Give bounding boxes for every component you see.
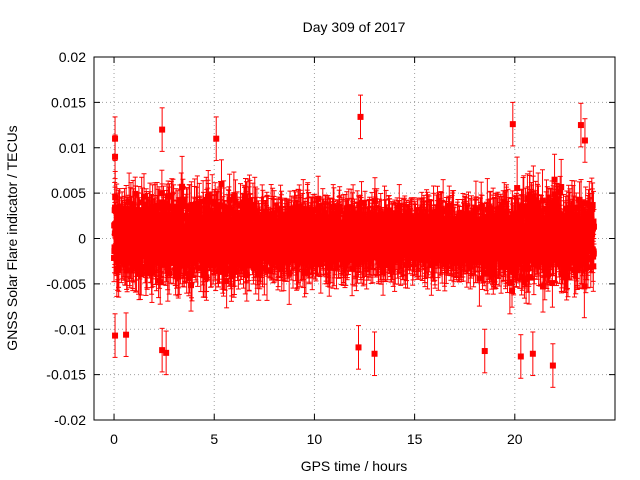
data-point — [246, 259, 253, 266]
data-point — [205, 252, 212, 259]
data-point — [144, 269, 151, 276]
data-point — [112, 194, 119, 201]
data-point — [247, 213, 254, 220]
data-point — [254, 256, 261, 263]
data-point — [218, 255, 225, 262]
data-point — [249, 206, 256, 213]
data-point — [123, 205, 130, 212]
data-point — [185, 275, 192, 282]
data-point — [218, 180, 225, 187]
data-point — [120, 252, 127, 259]
data-point — [251, 201, 258, 208]
data-point — [166, 270, 173, 277]
data-point — [200, 270, 207, 277]
data-point — [230, 193, 237, 200]
data-point — [245, 226, 252, 233]
data-point — [118, 257, 125, 264]
data-point — [157, 279, 164, 286]
data-point — [213, 205, 220, 212]
data-point — [122, 261, 129, 268]
data-point — [287, 205, 294, 212]
data-point — [156, 204, 163, 211]
data-point — [179, 196, 186, 203]
data-point — [208, 262, 215, 269]
data-point — [237, 262, 244, 269]
chart-title: Day 309 of 2017 — [303, 19, 406, 35]
data-point — [163, 200, 170, 207]
data-point — [315, 195, 322, 202]
data-point — [252, 209, 259, 216]
data-point — [226, 196, 233, 203]
data-point — [220, 266, 227, 273]
data-series — [111, 94, 597, 388]
data-point — [186, 271, 193, 278]
data-point — [223, 278, 230, 285]
data-point — [130, 258, 137, 265]
data-point — [177, 205, 184, 212]
data-point — [141, 193, 148, 200]
data-point — [240, 264, 247, 271]
data-point — [302, 268, 309, 275]
data-point — [212, 200, 219, 207]
